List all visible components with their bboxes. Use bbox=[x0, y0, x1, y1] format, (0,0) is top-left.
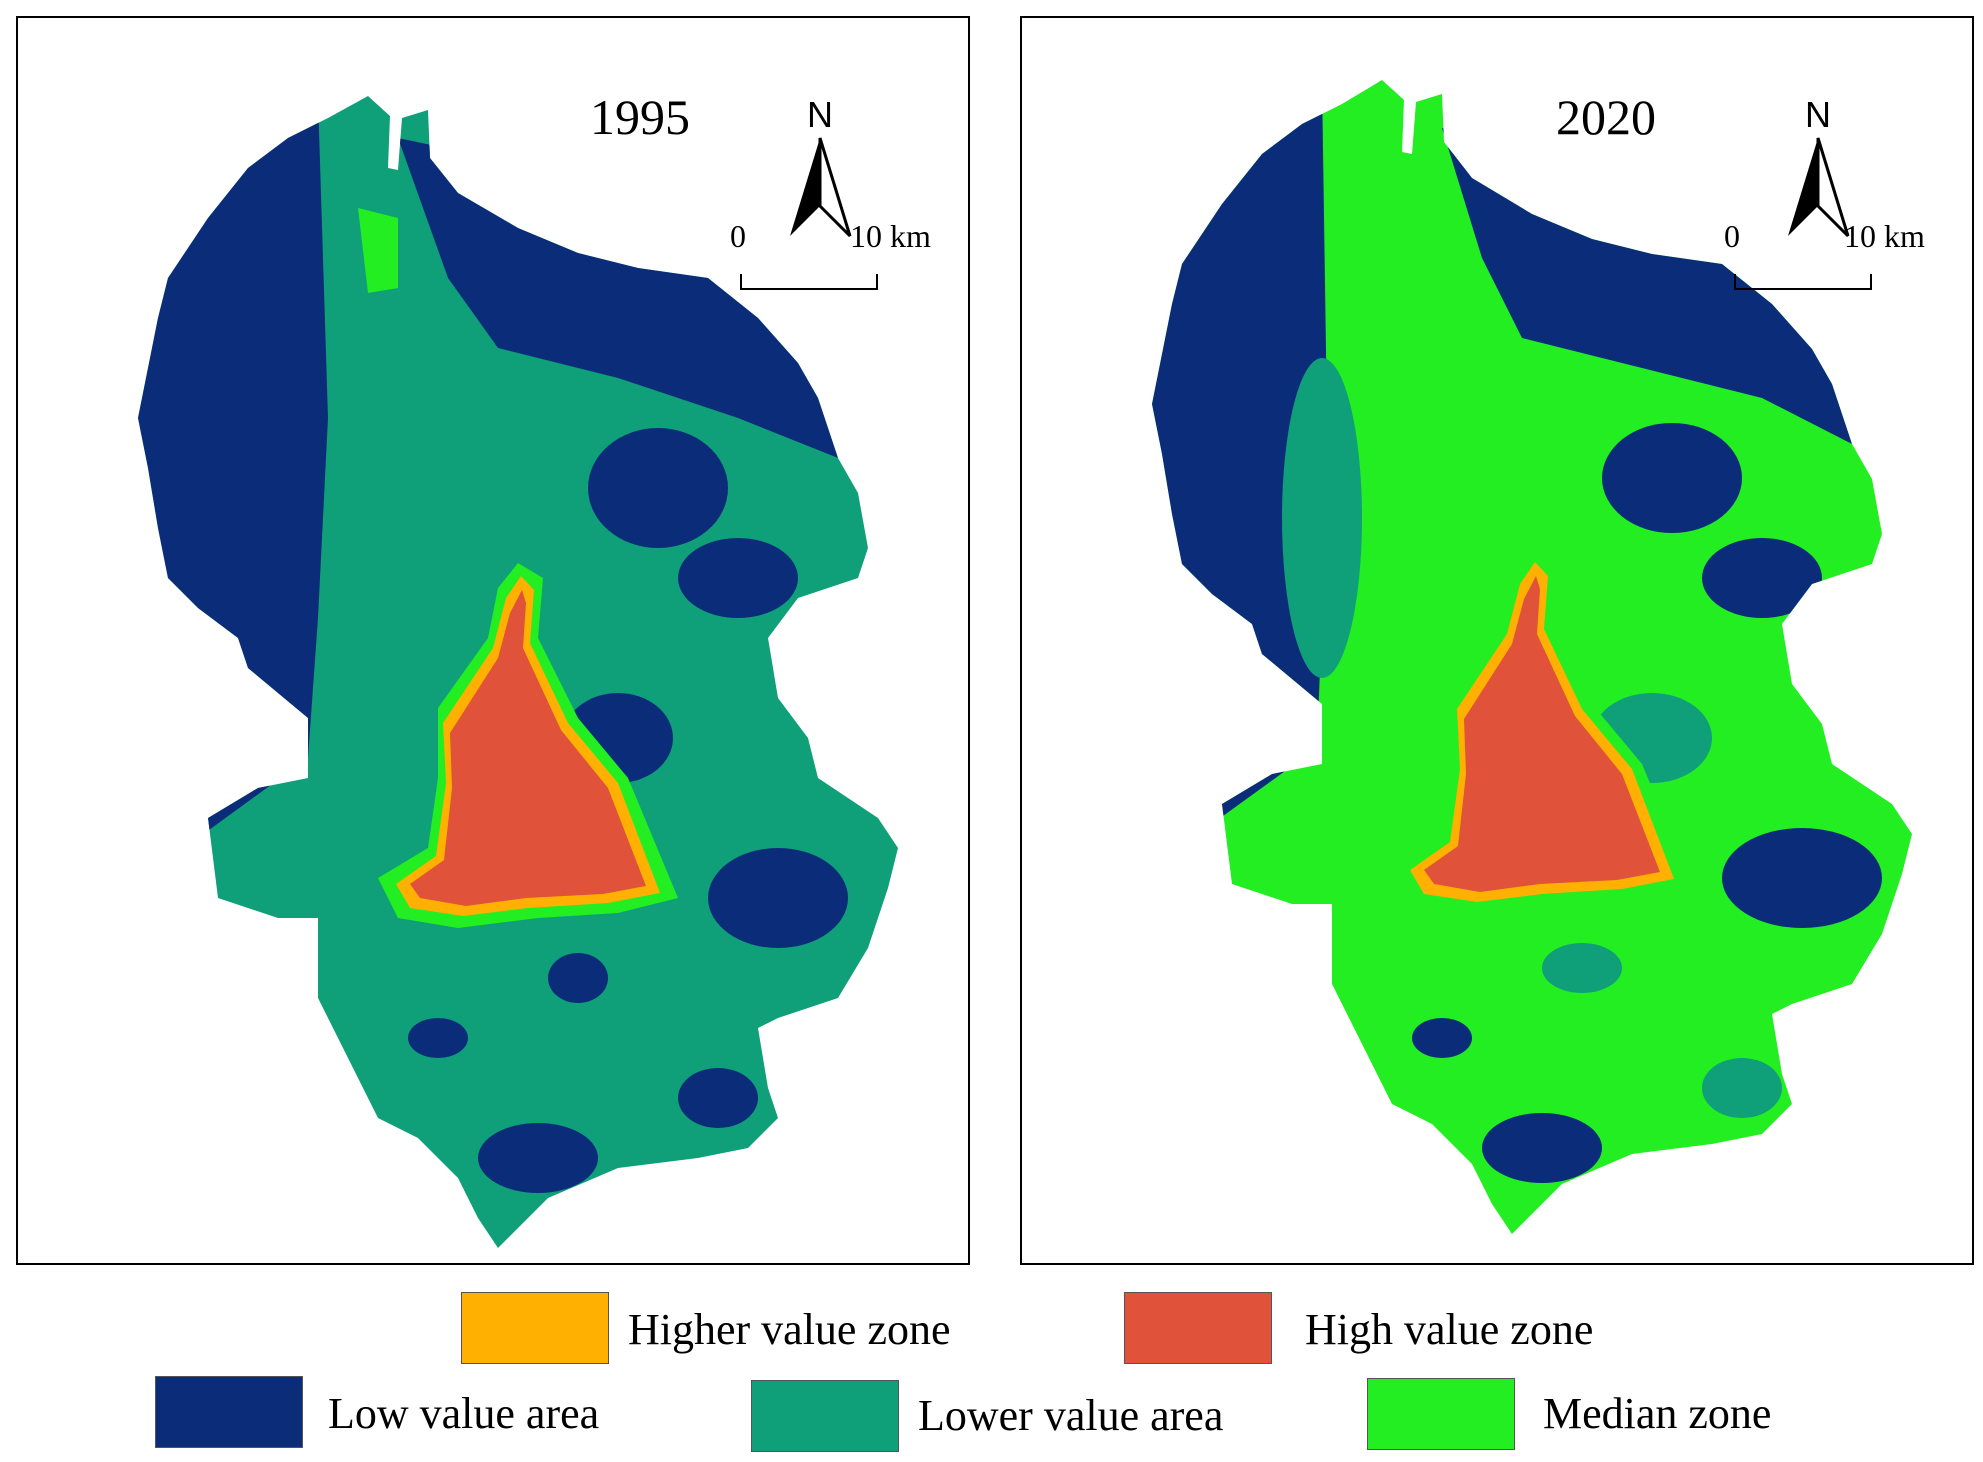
legend-swatch-higher-value-zone bbox=[461, 1292, 609, 1364]
map-year-label: 2020 bbox=[1556, 89, 1656, 145]
low-value-patch bbox=[478, 1123, 598, 1193]
low-value-patch bbox=[1482, 1113, 1602, 1183]
legend-swatch-low-value-area bbox=[155, 1376, 303, 1448]
map-panel-1995: 1995 N 0 10 km bbox=[16, 16, 970, 1265]
legend-label-lower-value-area: Lower value area bbox=[918, 1391, 1224, 1440]
low-value-patch bbox=[1412, 1018, 1472, 1058]
scale-bar-line bbox=[740, 274, 878, 290]
legend-label-high-value-zone: High value zone bbox=[1305, 1305, 1594, 1354]
scale-end-label: 10 km bbox=[1844, 218, 1925, 254]
high-value-zone bbox=[410, 590, 646, 906]
high-value-zone bbox=[1424, 576, 1660, 892]
low-value-patch bbox=[678, 538, 798, 618]
low-value-patch bbox=[678, 1068, 758, 1128]
map-year-label: 1995 bbox=[590, 89, 690, 145]
scale-bar: 0 10 km bbox=[1722, 218, 1942, 298]
north-arrow: N bbox=[770, 94, 870, 254]
low-value-patch bbox=[1702, 538, 1822, 618]
low-value-patch bbox=[588, 428, 728, 548]
low-value-area-west bbox=[138, 98, 328, 838]
low-value-patch bbox=[548, 953, 608, 1003]
legend-label-median-zone: Median zone bbox=[1543, 1389, 1772, 1438]
legend-label-higher-value-zone: Higher value zone bbox=[628, 1305, 951, 1354]
scale-end-label: 10 km bbox=[850, 218, 931, 254]
low-value-patch bbox=[1722, 828, 1882, 928]
lower-value-patch bbox=[1542, 943, 1622, 993]
low-value-patch bbox=[708, 848, 848, 948]
north-arrow-icon bbox=[790, 137, 852, 238]
north-label: N bbox=[807, 94, 833, 135]
scale-zero-label: 0 bbox=[1724, 218, 1740, 254]
north-arrow: N bbox=[1768, 94, 1868, 254]
scale-bar-line bbox=[1734, 274, 1872, 290]
median-zone-patch bbox=[358, 208, 398, 293]
scale-bar: 0 10 km bbox=[728, 218, 948, 298]
map-panel-2020: 2020 N 0 10 km bbox=[1020, 16, 1974, 1265]
north-arrow-icon bbox=[1788, 137, 1850, 238]
scale-zero-label: 0 bbox=[730, 218, 746, 254]
north-label: N bbox=[1805, 94, 1831, 135]
legend-swatch-median-zone bbox=[1367, 1378, 1515, 1450]
legend-swatch-lower-value-area bbox=[751, 1380, 899, 1452]
legend-label-low-value-area: Low value area bbox=[328, 1389, 600, 1438]
lower-value-patch bbox=[1702, 1058, 1782, 1118]
low-value-patch bbox=[1602, 423, 1742, 533]
low-value-patch bbox=[408, 1018, 468, 1058]
lower-value-strip bbox=[1282, 358, 1362, 678]
region-map-2020 bbox=[1152, 80, 1912, 1234]
legend-swatch-high-value-zone bbox=[1124, 1292, 1272, 1364]
